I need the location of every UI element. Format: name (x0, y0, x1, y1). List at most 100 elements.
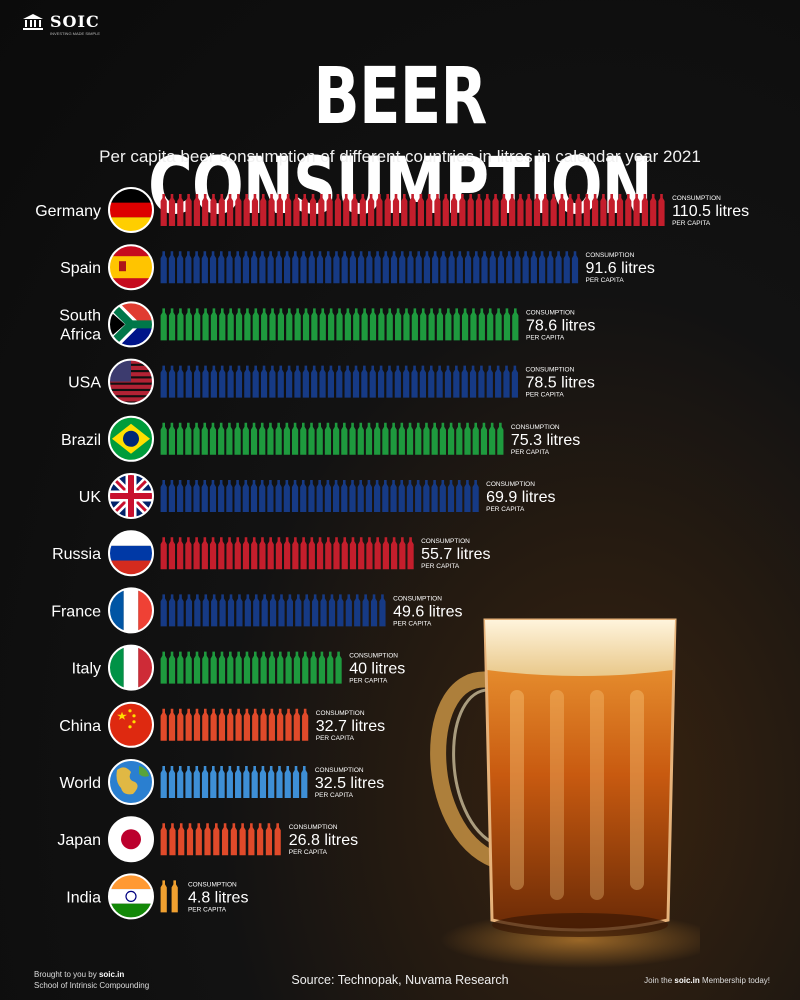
beer-bottle-icon (401, 194, 408, 226)
uk-flag (108, 473, 154, 519)
beer-bottle-icon (213, 823, 220, 856)
beer-bottle-icon (242, 422, 249, 455)
beer-bottle-icon (411, 365, 418, 398)
beer-bottle-icon (450, 194, 458, 226)
value-caption-world: CONSUMPTION (315, 767, 364, 774)
beer-bottle-icon (311, 365, 318, 398)
beer-bottle-icon (316, 537, 324, 570)
beer-bottle-icon (359, 194, 366, 226)
beer-bottle-icon (517, 194, 524, 226)
beer-bottle-icon (239, 823, 246, 856)
beer-bottle-icon (221, 823, 229, 856)
beer-bottle-icon (394, 365, 401, 398)
beer-bottle-icon (417, 194, 424, 226)
beer-bottle-icon (303, 594, 310, 627)
beer-bottle-icon (260, 651, 267, 684)
beer-bottle-icon (333, 537, 340, 570)
beer-bottle-icon (311, 308, 318, 341)
value-caption-south-africa: CONSUMPTION (526, 309, 575, 316)
beer-bottle-icon (201, 766, 209, 798)
beer-bottle-icon (257, 823, 264, 856)
beer-bottle-icon (286, 594, 294, 627)
beer-bottle-icon (472, 422, 479, 455)
bottle-bar-china (160, 708, 309, 741)
beer-bottle-icon (160, 651, 167, 684)
beer-bottle-icon (168, 251, 176, 284)
beer-bottle-icon (252, 708, 259, 741)
beer-bottle-icon (432, 251, 439, 284)
beer-bottle-icon (369, 365, 376, 398)
beer-bottle-icon (533, 194, 541, 226)
beer-bottle-icon (459, 194, 466, 226)
beer-bottle-icon (349, 480, 356, 512)
beer-bottle-icon (511, 365, 518, 398)
beer-bottle-icon (177, 594, 184, 627)
beer-bottle-icon (592, 194, 599, 226)
value-label-france: 49.6 litres (393, 603, 462, 620)
beer-bottle-icon (409, 194, 416, 226)
brazil-flag (108, 415, 154, 462)
beer-bottle-icon (193, 251, 200, 284)
beer-bottle-icon (202, 708, 209, 741)
beer-bottle-icon (294, 365, 301, 398)
spain-flag (108, 244, 154, 291)
beer-bottle-icon (344, 308, 351, 341)
beer-bottle-icon (259, 480, 266, 512)
beer-bottle-icon (219, 365, 226, 398)
beer-bottle-icon (473, 251, 480, 284)
beer-bottle-icon (185, 594, 193, 627)
beer-bottle-icon (316, 480, 323, 512)
beer-bottle-icon (210, 766, 217, 798)
beer-bottle-icon (354, 594, 361, 627)
beer-bottle-icon (399, 251, 406, 284)
value-label-india: 4.8 litres (188, 889, 248, 906)
beer-bottle-icon (426, 194, 433, 226)
beer-bottle-icon (349, 251, 356, 284)
footer-brought-site[interactable]: soic.in (98, 970, 125, 979)
value-unit-germany: PER CAPITA (672, 220, 711, 227)
beer-bottle-icon (464, 251, 472, 284)
footer-join-site[interactable]: soic.in (674, 976, 700, 985)
beer-bottle-icon (448, 251, 455, 284)
beer-bottle-icon (160, 194, 167, 226)
beer-bottle-icon (244, 308, 251, 341)
beer-bottle-icon (248, 823, 255, 856)
beer-bottle-icon (227, 594, 235, 627)
beer-bottle-icon (286, 308, 293, 341)
beer-bottle-icon (368, 194, 375, 226)
beer-bottle-icon (428, 308, 435, 341)
value-label-italy: 40 litres (349, 661, 405, 678)
beer-bottle-icon (185, 766, 192, 798)
beer-bottle-icon (407, 537, 414, 570)
beer-bottle-icon (178, 823, 185, 856)
value-unit-japan: PER CAPITA (289, 849, 328, 856)
beer-bottle-icon (193, 194, 200, 226)
footer-brought-prefix: Brought to you by (34, 970, 97, 979)
beer-bottle-icon (575, 194, 582, 226)
beer-bottle-icon (500, 194, 507, 226)
beer-bottle-icon (351, 194, 358, 226)
beer-bottle-icon (379, 594, 386, 627)
beer-bottle-icon (547, 251, 554, 284)
beer-bottle-icon (226, 422, 233, 455)
country-label-france: France (51, 603, 101, 620)
value-label-russia: 55.7 litres (421, 546, 490, 563)
beer-bottle-icon (268, 708, 275, 741)
beer-bottle-icon (243, 651, 251, 684)
beer-bottle-icon (204, 823, 211, 856)
beer-bottle-icon (487, 308, 494, 341)
beer-bottle-icon (210, 651, 217, 684)
beer-bottle-icon (177, 194, 184, 226)
beer-bottle-icon (235, 308, 243, 341)
value-label-germany: 110.5 litres (672, 203, 749, 220)
beer-bottle-icon (308, 251, 315, 284)
world-globe (108, 759, 154, 805)
beer-bottle-icon (423, 251, 431, 284)
beer-bottle-icon (542, 194, 549, 226)
bottle-bar-japan (160, 823, 281, 856)
beer-bottle-icon (300, 251, 307, 284)
italy-flag (108, 644, 154, 691)
beer-bottle-icon (382, 537, 389, 570)
beer-bottle-icon (251, 766, 258, 798)
